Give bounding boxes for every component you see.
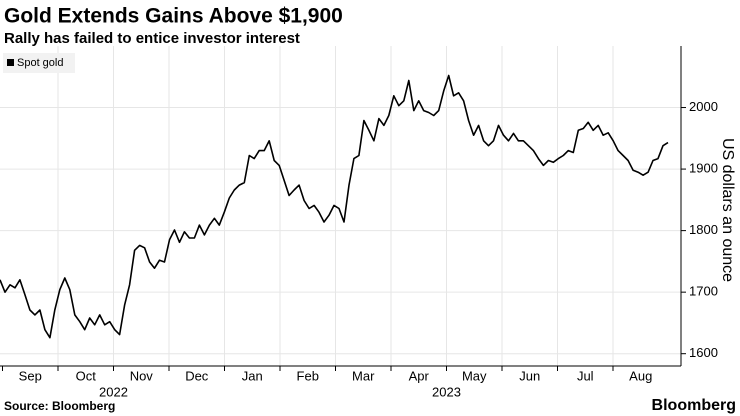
legend-box bbox=[3, 53, 75, 73]
chart-subtitle: Rally has failed to entice investor inte… bbox=[4, 30, 300, 47]
year-label: 2022 bbox=[99, 384, 128, 399]
x-tick-label: May bbox=[462, 368, 487, 383]
y-tick-label: 1700 bbox=[689, 284, 718, 299]
x-tick-label: Aug bbox=[629, 368, 652, 383]
x-tick-label: Oct bbox=[76, 368, 97, 383]
y-tick-label: 1900 bbox=[689, 161, 718, 176]
x-tick-label: Jul bbox=[577, 368, 594, 383]
x-tick-label: Apr bbox=[409, 368, 430, 383]
x-tick-label: Nov bbox=[130, 368, 154, 383]
legend-label: Spot gold bbox=[17, 57, 63, 69]
y-axis-label: US dollars an ounce bbox=[719, 138, 736, 282]
x-tick-label: Mar bbox=[352, 368, 375, 383]
line-series bbox=[0, 74, 669, 339]
x-tick-label: Jun bbox=[519, 368, 540, 383]
chart-title: Gold Extends Gains Above $1,900 bbox=[4, 5, 343, 28]
year-label: 2023 bbox=[432, 384, 461, 399]
legend-swatch bbox=[7, 59, 14, 66]
x-tick-label: Jan bbox=[242, 368, 263, 383]
y-tick-label: 2000 bbox=[689, 99, 718, 114]
x-tick-label: Dec bbox=[185, 368, 209, 383]
x-tick-label: Feb bbox=[297, 368, 319, 383]
brand: Bloomberg bbox=[652, 397, 736, 414]
x-tick-label: Sep bbox=[19, 368, 42, 383]
y-tick-label: 1600 bbox=[689, 345, 718, 360]
y-tick-label: 1800 bbox=[689, 222, 718, 237]
source: Source: Bloomberg bbox=[4, 399, 115, 413]
